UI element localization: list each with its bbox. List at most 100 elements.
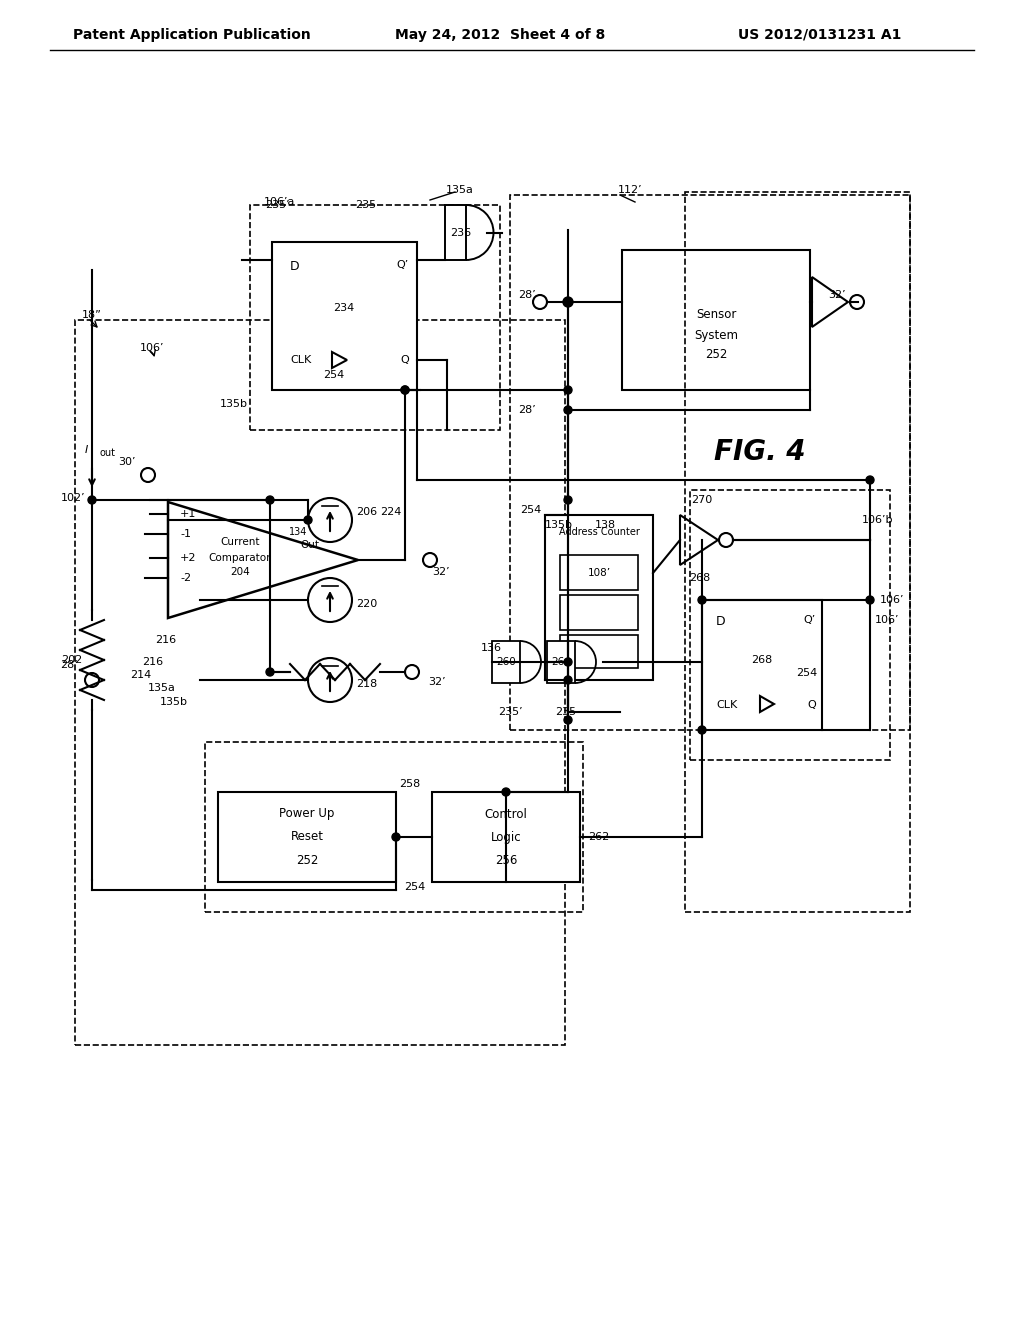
Bar (547, 642, 575, 682)
Text: 224: 224 (380, 507, 401, 517)
Text: D: D (716, 615, 726, 628)
Text: 218: 218 (356, 678, 377, 689)
Text: US 2012/0131231 A1: US 2012/0131231 A1 (738, 28, 902, 42)
Text: Q’: Q’ (396, 260, 409, 271)
Polygon shape (760, 696, 774, 711)
Bar (272, 242, 417, 389)
Text: 268: 268 (752, 655, 773, 665)
Text: out: out (100, 447, 116, 458)
Text: 270: 270 (691, 495, 713, 506)
Bar (545, 515, 653, 680)
Text: CLK: CLK (716, 700, 737, 710)
Text: 108’: 108’ (588, 568, 610, 578)
Text: 32’: 32’ (428, 677, 445, 686)
Text: 135b: 135b (545, 520, 573, 531)
Text: Comparator: Comparator (209, 553, 271, 564)
Circle shape (866, 597, 874, 605)
Text: 252: 252 (705, 348, 727, 362)
Bar (492, 642, 520, 682)
Text: 252: 252 (296, 854, 318, 866)
Circle shape (564, 407, 572, 414)
Polygon shape (168, 502, 358, 618)
Text: 236: 236 (451, 227, 472, 238)
Text: 18”: 18” (82, 310, 101, 319)
Text: 134: 134 (289, 527, 307, 537)
Polygon shape (812, 277, 848, 327)
Bar (685, 191, 910, 912)
Text: 136: 136 (481, 643, 502, 653)
Text: 135b: 135b (220, 399, 248, 409)
Circle shape (850, 294, 864, 309)
Text: 28’: 28’ (518, 405, 536, 414)
Text: 264: 264 (551, 657, 571, 667)
Circle shape (392, 833, 400, 841)
Circle shape (266, 496, 274, 504)
Text: 254: 254 (796, 668, 817, 678)
Circle shape (564, 657, 572, 667)
Circle shape (719, 533, 733, 546)
Bar (205, 742, 583, 912)
Polygon shape (332, 352, 347, 368)
Text: +1: +1 (180, 510, 197, 519)
Bar (250, 205, 500, 430)
Circle shape (308, 657, 352, 702)
Text: 106’a: 106’a (264, 197, 295, 207)
Circle shape (563, 297, 573, 308)
Text: 235: 235 (555, 708, 577, 717)
Circle shape (266, 668, 274, 676)
Circle shape (308, 498, 352, 543)
Text: 235: 235 (355, 201, 376, 210)
Text: 216: 216 (155, 635, 176, 645)
Bar (560, 635, 638, 668)
Circle shape (401, 385, 409, 393)
Text: 254: 254 (404, 882, 425, 892)
Text: May 24, 2012  Sheet 4 of 8: May 24, 2012 Sheet 4 of 8 (395, 28, 605, 42)
Bar (560, 554, 638, 590)
Text: 112’: 112’ (618, 185, 643, 195)
Circle shape (141, 469, 155, 482)
Text: Q: Q (400, 355, 409, 366)
Bar (702, 601, 822, 730)
Circle shape (406, 665, 419, 678)
Text: 30’: 30’ (119, 457, 136, 467)
Text: I: I (85, 445, 88, 455)
Bar (622, 249, 810, 389)
Text: Logic: Logic (490, 830, 521, 843)
Text: 206: 206 (356, 507, 377, 517)
Text: D: D (290, 260, 300, 273)
Text: 235’: 235’ (498, 708, 522, 717)
Circle shape (564, 676, 572, 684)
Text: 220: 220 (356, 599, 377, 609)
Bar (432, 792, 580, 882)
Text: 254: 254 (324, 370, 345, 380)
Circle shape (564, 715, 572, 723)
Text: 260: 260 (496, 657, 516, 667)
Text: Current: Current (220, 537, 260, 546)
Circle shape (564, 298, 572, 306)
Text: 106’: 106’ (140, 343, 165, 352)
Text: Patent Application Publication: Patent Application Publication (73, 28, 311, 42)
Text: 216: 216 (142, 657, 163, 667)
Text: Out: Out (300, 540, 319, 550)
Circle shape (85, 673, 99, 686)
Circle shape (534, 294, 547, 309)
Text: 258: 258 (398, 779, 420, 789)
Text: 138: 138 (595, 520, 616, 531)
Text: 106’: 106’ (880, 595, 904, 605)
Circle shape (698, 597, 706, 605)
Text: 135b: 135b (160, 697, 188, 708)
Text: CLK: CLK (290, 355, 311, 366)
Text: Q: Q (807, 700, 816, 710)
Text: 32’: 32’ (828, 290, 846, 300)
Circle shape (308, 578, 352, 622)
Text: 262: 262 (588, 832, 609, 842)
Circle shape (423, 553, 437, 568)
Circle shape (304, 516, 312, 524)
Text: Q’: Q’ (804, 615, 816, 624)
Polygon shape (680, 515, 718, 565)
Text: 202: 202 (61, 655, 83, 665)
Text: 106’b: 106’b (862, 515, 894, 525)
Circle shape (502, 788, 510, 796)
Text: -1: -1 (180, 529, 191, 539)
Text: Control: Control (484, 808, 527, 821)
